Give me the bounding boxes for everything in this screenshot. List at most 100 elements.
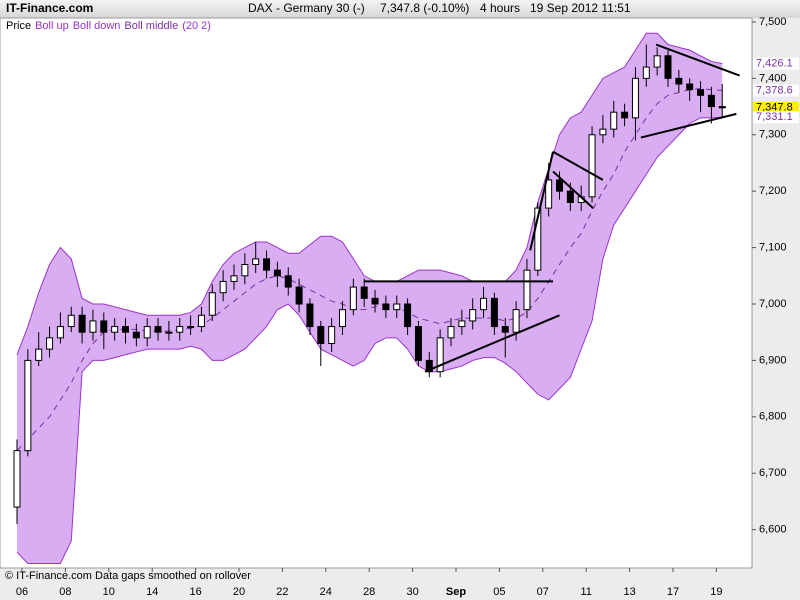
x-tick-label: 17: [667, 586, 679, 598]
candle-body: [458, 320, 466, 328]
bollinger-band: [17, 33, 723, 564]
candle-body: [718, 106, 726, 109]
candle-body: [263, 258, 271, 271]
bollinger-line: [16, 32, 723, 355]
candle-body: [501, 326, 509, 333]
x-tick-label: 19: [710, 586, 722, 598]
candle-body: [122, 326, 129, 333]
candle-body: [610, 111, 618, 130]
bollinger-line: [16, 116, 723, 564]
candle-body: [534, 207, 542, 271]
legend-entry: Boll up: [35, 20, 69, 32]
candle-body: [621, 111, 629, 119]
candle-body: [512, 309, 520, 333]
candle-body: [111, 326, 119, 333]
bollinger-middle: [16, 88, 723, 452]
price-label: 7,331.1: [756, 111, 793, 123]
candle-body: [306, 303, 314, 328]
candle-body: [154, 326, 162, 333]
price-label: 7,426.1: [756, 58, 793, 70]
candle-body: [664, 55, 672, 79]
candle-body: [631, 77, 639, 119]
y-tick-label: 7,400: [759, 72, 787, 84]
candle-body: [566, 190, 574, 203]
candle-body: [208, 292, 216, 316]
interval: 4 hours: [480, 1, 520, 15]
candle-body: [523, 269, 531, 311]
source: IT-Finance.com: [6, 1, 93, 15]
price-change: 7,347.8 (-0.10%): [380, 1, 469, 15]
candle-body: [339, 309, 346, 328]
candle-body: [176, 326, 184, 333]
candle-body: [686, 83, 694, 91]
candle-body: [328, 326, 336, 344]
x-tick-label: Sep: [446, 586, 466, 598]
candle-body: [642, 66, 650, 79]
candle-body: [24, 359, 32, 452]
x-tick-label: 06: [16, 586, 28, 598]
candle-body: [436, 337, 444, 373]
candle-body: [67, 314, 75, 328]
candle-body: [143, 326, 151, 339]
candle-body: [469, 309, 477, 322]
candle-body: [425, 359, 433, 373]
x-tick-label: 20: [233, 586, 245, 598]
y-tick-label: 7,000: [759, 298, 787, 310]
indicator-params: (20 2): [182, 20, 211, 32]
candle-body: [273, 269, 281, 277]
candle-body: [165, 331, 173, 334]
candle-body: [707, 94, 715, 108]
y-tick-label: 6,700: [759, 467, 787, 479]
price-label-box: [753, 84, 799, 97]
candle-body: [382, 303, 390, 311]
candle-body: [371, 297, 379, 305]
candle-body: [404, 303, 412, 328]
x-tick-label: 22: [276, 586, 288, 598]
candle-body: [697, 89, 705, 96]
trend-line: [655, 43, 740, 77]
timestamp: 19 Sep 2012 11:51: [530, 1, 631, 15]
candle-body: [35, 348, 43, 361]
y-tick-label: 7,100: [759, 241, 787, 253]
price-label: 7,378.6: [756, 84, 793, 96]
x-tick-label: 10: [103, 586, 115, 598]
candle-body: [78, 314, 86, 333]
candle-body: [295, 286, 303, 305]
x-tick-label: 07: [537, 586, 549, 598]
candle-body: [360, 286, 368, 299]
candle-body: [317, 326, 325, 344]
candle-body: [599, 128, 607, 136]
candle-body: [545, 179, 553, 209]
x-tick-label: 11: [580, 586, 591, 598]
candle-body: [556, 179, 563, 192]
candle-body: [414, 326, 422, 361]
x-tick-label: 30: [406, 586, 418, 598]
footer: © IT-Finance.com Data gaps smoothed on r…: [5, 570, 251, 582]
price-label-box: [753, 57, 799, 70]
candle-body: [447, 326, 455, 339]
x-tick-label: 16: [189, 586, 201, 598]
price-label: 7,347.8: [756, 102, 793, 114]
price-label-box: [753, 111, 799, 124]
candle-body: [653, 55, 661, 68]
candle-body: [100, 320, 108, 333]
y-tick-label: 6,600: [759, 524, 787, 536]
legend-entry: Boll middle: [124, 20, 178, 32]
candle-body: [56, 326, 64, 339]
candle-body: [393, 303, 401, 311]
legend-entry: Price: [6, 20, 31, 32]
trend-line: [640, 112, 737, 139]
legend-entry: Boll down: [73, 20, 121, 32]
price-label-box: [753, 101, 799, 114]
y-tick-label: 6,900: [759, 354, 787, 366]
x-tick-label: 08: [59, 586, 71, 598]
trend-line: [424, 314, 560, 373]
candle-body: [13, 450, 21, 508]
header-bar: [0, 0, 800, 18]
y-tick-label: 7,500: [759, 16, 787, 28]
trend-line: [529, 151, 554, 251]
trend-line: [552, 170, 594, 209]
candle-body: [588, 134, 596, 198]
x-tick-label: 14: [146, 586, 158, 598]
